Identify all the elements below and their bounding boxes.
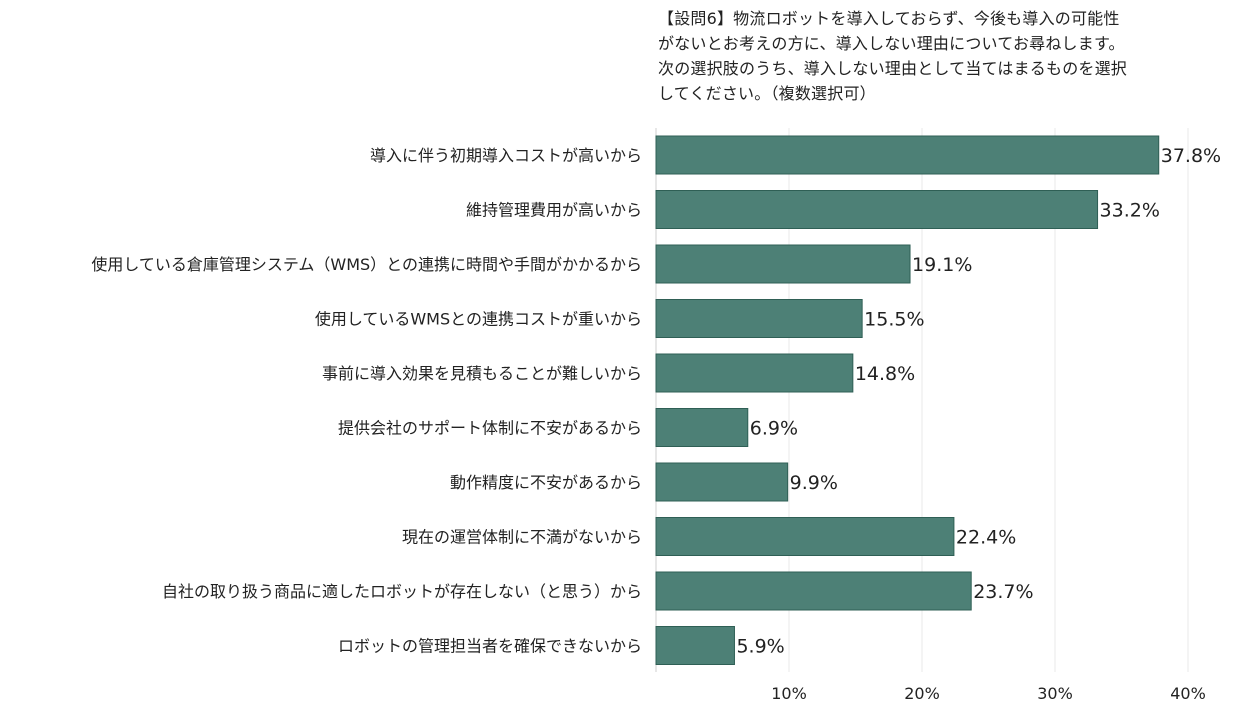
bar — [655, 135, 1160, 175]
value-label: 14.8% — [855, 363, 915, 385]
x-axis-ticks: 10% 20% 30% 40% — [771, 684, 1206, 703]
value-label: 9.9% — [790, 472, 838, 494]
category-label: 使用しているWMSとの連携コストが重いから — [315, 310, 642, 329]
bar — [655, 626, 735, 665]
value-label: 33.2% — [1100, 200, 1160, 222]
x-tick-label: 40% — [1170, 684, 1206, 703]
category-label: 提供会社のサポート体制に不安があるから — [338, 419, 642, 438]
value-label: 6.9% — [750, 418, 798, 440]
labels: 導入に伴う初期導入コストが高いから 37.8% 維持管理費用が高いから 33.2% 使用… — [91, 145, 1221, 658]
bar — [655, 299, 863, 338]
x-tick-label: 20% — [904, 684, 940, 703]
category-label: 使用している倉庫管理システム（WMS）との連携に時間や手間がかかるから — [91, 255, 642, 274]
category-label: ロボットの管理担当者を確保できないから — [338, 637, 642, 656]
category-label: 自社の取り扱う商品に適したロボットが存在しない（と思う）から — [162, 582, 642, 601]
bar — [655, 408, 749, 447]
bar — [655, 517, 955, 556]
x-tick-label: 30% — [1037, 684, 1073, 703]
bars — [655, 135, 1160, 665]
category-label: 事前に導入効果を見積もることが難しいから — [322, 364, 642, 383]
category-label: 導入に伴う初期導入コストが高いから — [370, 146, 642, 165]
value-label: 5.9% — [736, 636, 784, 658]
bar — [655, 353, 854, 393]
category-label: 維持管理費用が高いから — [466, 201, 642, 220]
chart-title: 【設問6】物流ロボットを導入しておらず、今後も導入の可能性 がないとお考えの方に… — [658, 9, 1128, 103]
x-tick-label: 10% — [771, 684, 807, 703]
value-label: 37.8% — [1161, 145, 1221, 167]
category-label: 現在の運営体制に不満がないから — [402, 528, 642, 547]
bar — [655, 244, 911, 284]
value-label: 19.1% — [912, 254, 972, 276]
value-label: 22.4% — [956, 527, 1016, 549]
bar — [655, 462, 789, 502]
bar — [655, 571, 972, 611]
category-label: 動作精度に不安があるから — [450, 473, 642, 492]
value-label: 15.5% — [864, 309, 924, 331]
bar — [655, 190, 1099, 229]
value-label: 23.7% — [973, 581, 1033, 603]
